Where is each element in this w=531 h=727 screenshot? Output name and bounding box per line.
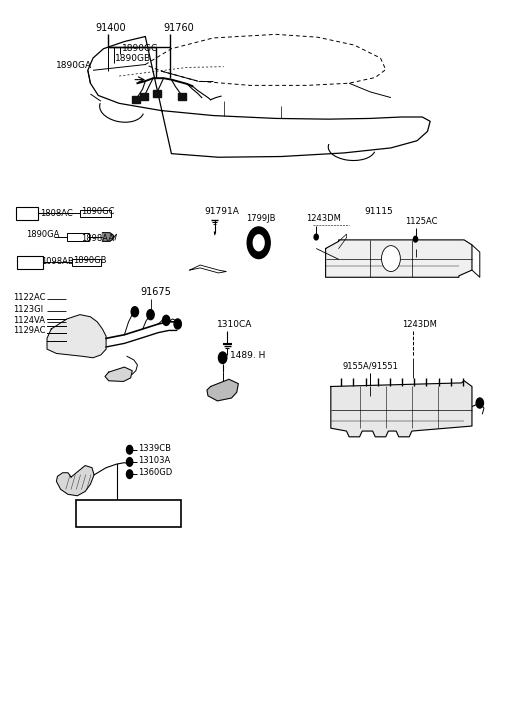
- Text: 1890GC: 1890GC: [81, 207, 115, 216]
- Polygon shape: [331, 381, 472, 437]
- Text: 1310CA: 1310CA: [217, 320, 253, 329]
- Circle shape: [414, 236, 417, 242]
- Text: 1890GB: 1890GB: [73, 256, 107, 265]
- Circle shape: [174, 319, 182, 329]
- Bar: [132, 96, 140, 103]
- Circle shape: [126, 470, 133, 478]
- Text: 1799JB: 1799JB: [246, 214, 275, 223]
- Bar: [76, 500, 181, 527]
- Circle shape: [314, 234, 318, 240]
- Text: 91400: 91400: [96, 23, 126, 33]
- Circle shape: [147, 310, 154, 320]
- Circle shape: [218, 352, 227, 364]
- Text: 1890GA: 1890GA: [56, 61, 92, 71]
- Polygon shape: [105, 367, 132, 382]
- Circle shape: [476, 398, 483, 408]
- Text: 1243DM: 1243DM: [306, 214, 341, 223]
- Text: 91760: 91760: [164, 23, 194, 33]
- Text: 91675: 91675: [140, 286, 171, 297]
- Bar: [67, 233, 89, 241]
- Polygon shape: [47, 315, 106, 358]
- Circle shape: [382, 246, 400, 271]
- Bar: [152, 89, 161, 97]
- Bar: [17, 256, 44, 269]
- Circle shape: [126, 457, 133, 466]
- Text: 1124VA: 1124VA: [14, 316, 46, 325]
- Polygon shape: [207, 379, 238, 401]
- Text: 1243DM: 1243DM: [402, 320, 438, 329]
- Circle shape: [162, 316, 170, 326]
- Text: 1129AC: 1129AC: [14, 326, 46, 335]
- Text: 1489. H: 1489. H: [230, 351, 266, 360]
- Text: 13103A: 13103A: [139, 456, 171, 465]
- Bar: [72, 259, 101, 266]
- Circle shape: [131, 307, 139, 317]
- Text: 1125AC: 1125AC: [406, 217, 438, 225]
- Text: 1339CB: 1339CB: [139, 443, 172, 453]
- Polygon shape: [56, 465, 94, 496]
- Bar: [80, 209, 112, 217]
- Text: 1890GA: 1890GA: [26, 230, 59, 239]
- Text: 1123GI: 1123GI: [14, 305, 44, 314]
- Text: 91115: 91115: [365, 207, 393, 216]
- Text: 9155A/91551: 9155A/91551: [343, 362, 399, 371]
- Text: 1890GC: 1890GC: [122, 44, 158, 53]
- Text: 1808AC: 1808AC: [40, 209, 72, 217]
- Text: 1122AC: 1122AC: [14, 293, 46, 302]
- Text: 1360GD: 1360GD: [139, 468, 173, 477]
- Text: 1898AA: 1898AA: [82, 234, 115, 243]
- Polygon shape: [102, 233, 114, 241]
- Text: IGNITION COIL: IGNITION COIL: [87, 509, 170, 518]
- Text: 1098AB: 1098AB: [41, 257, 73, 267]
- Text: 91791A: 91791A: [204, 207, 239, 216]
- Bar: [16, 206, 38, 220]
- Bar: [178, 92, 186, 100]
- Bar: [140, 93, 149, 100]
- Circle shape: [126, 446, 133, 454]
- Text: 1890GB: 1890GB: [115, 54, 151, 63]
- Polygon shape: [326, 240, 472, 277]
